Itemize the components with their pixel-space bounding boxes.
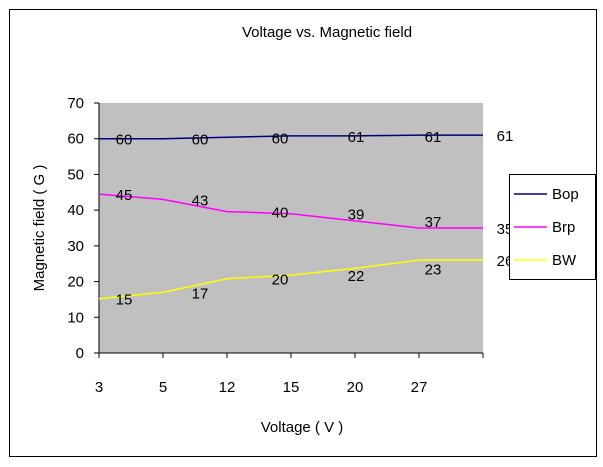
legend: Bop Brp BW xyxy=(509,174,596,280)
x-tick-label: 12 xyxy=(219,379,236,396)
data-label: 37 xyxy=(425,214,442,231)
data-label: 61 xyxy=(497,128,514,145)
y-tick-label: 20 xyxy=(67,274,84,291)
x-tick-label: 5 xyxy=(159,379,167,396)
data-label: 61 xyxy=(425,129,442,146)
y-tick-label: 50 xyxy=(67,166,84,183)
y-axis: 0 10 20 30 40 50 60 70 xyxy=(67,95,100,362)
data-label: 17 xyxy=(192,285,209,302)
x-tick-label: 27 xyxy=(411,379,428,396)
data-label: 60 xyxy=(116,132,133,149)
y-tick-label: 10 xyxy=(67,309,84,326)
y-tick-label: 60 xyxy=(67,131,84,148)
x-tick-label: 3 xyxy=(95,379,103,396)
x-tick-label: 15 xyxy=(283,379,300,396)
legend-label: Bop xyxy=(552,186,579,203)
x-axis: 3 5 12 15 20 27 xyxy=(95,352,484,396)
legend-label: BW xyxy=(552,252,577,269)
data-label: 43 xyxy=(192,192,209,209)
series-line-bop xyxy=(99,134,483,140)
series-lines xyxy=(98,134,483,300)
data-label: 60 xyxy=(272,130,289,147)
data-label: 45 xyxy=(116,187,133,204)
chart-title: Voltage vs. Magnetic field xyxy=(242,24,412,41)
x-axis-title: Voltage ( V ) xyxy=(261,419,344,436)
y-tick-label: 40 xyxy=(67,202,84,219)
data-label: 20 xyxy=(272,272,289,289)
y-tick-label: 70 xyxy=(67,95,84,112)
data-label: 61 xyxy=(348,129,365,146)
data-label: 23 xyxy=(425,261,442,278)
data-label: 15 xyxy=(116,292,133,309)
series-line-bw xyxy=(98,259,483,300)
y-tick-label: 30 xyxy=(67,238,84,255)
y-tick-label: 0 xyxy=(76,345,84,362)
data-label: 39 xyxy=(348,207,365,224)
x-tick-label: 20 xyxy=(347,379,364,396)
data-label: 22 xyxy=(348,268,365,285)
data-label: 40 xyxy=(272,205,289,222)
data-label: 60 xyxy=(192,132,209,149)
legend-label: Brp xyxy=(552,219,575,236)
y-axis-title: Magnetic field ( G ) xyxy=(31,165,48,292)
series-line-brp xyxy=(98,193,483,229)
